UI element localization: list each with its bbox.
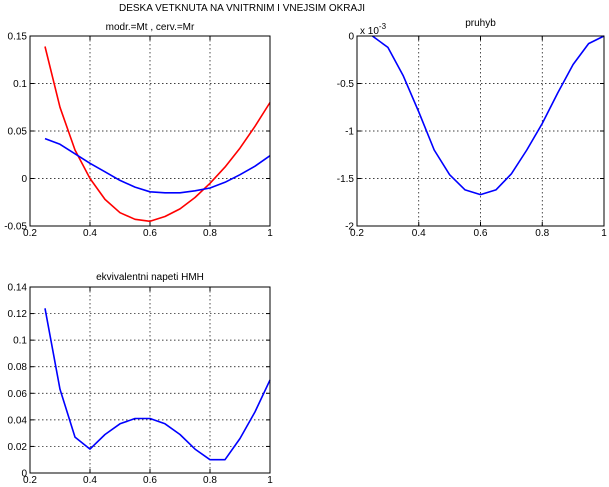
x-tick-label: 0.4 xyxy=(83,475,97,486)
y-tick-label: -1.5 xyxy=(337,174,355,185)
series-line-1 xyxy=(44,308,271,461)
y-tick-label: 0.1 xyxy=(13,79,27,90)
x-tick-label: 1 xyxy=(267,228,273,239)
x-tick-label: 0.2 xyxy=(23,228,37,239)
y-tick-label: -2 xyxy=(345,222,354,233)
x-tick-label: 0.6 xyxy=(474,228,488,239)
y-tick-label: 0 xyxy=(21,174,27,185)
x-tick-label: 1 xyxy=(601,228,607,239)
y-tick-label: 0 xyxy=(21,469,27,480)
x-tick-label: 1 xyxy=(267,475,273,486)
axes-moments: 0.2 0.4 0.6 0.8 1 -0.05 0 0.05 0.1 0.15 modr.=Mt ,… xyxy=(4,22,273,239)
axes-equivalent-stress: 0.2 0.4 0.6 0.8 1 0 0.02 0.04 0.06 0.08 0.1 0.12 0.1… xyxy=(8,272,274,486)
axes-deflection: 0.2 0.4 0.6 0.8 1 -2 -1.5 -1 -0.5 0 pruhyb x 10-3 xyxy=(337,18,607,239)
y-tick-label: 0.1 xyxy=(13,336,27,347)
x-tick-label: 0.2 xyxy=(350,228,364,239)
x-tick-label: 0.6 xyxy=(143,475,157,486)
x-tick-label: 0.8 xyxy=(535,228,549,239)
y-tick-label: -0.05 xyxy=(4,222,27,233)
x-tick-label: 0.4 xyxy=(412,228,426,239)
axes-title: ekvivalentni napeti HMH xyxy=(96,272,204,283)
y-tick-label: 0.05 xyxy=(8,127,28,138)
figure-suptitle: DESKA VETKNUTA NA VNITRNIM I VNEJSIM OKR… xyxy=(119,3,365,14)
x-tick-label: 0.6 xyxy=(143,228,157,239)
axes-title: modr.=Mt , cerv.=Mr xyxy=(106,22,195,33)
y-tick-label: 0.02 xyxy=(8,442,28,453)
y-tick-label: 0 xyxy=(348,32,354,43)
y-tick-label: -0.5 xyxy=(337,79,355,90)
axes-title: pruhyb xyxy=(465,18,496,29)
series-line-1 xyxy=(44,46,271,223)
x-tick-label: 0.8 xyxy=(203,475,217,486)
series-line-2 xyxy=(44,137,271,194)
y-exponent-power: -3 xyxy=(379,22,387,31)
y-tick-label: 0.14 xyxy=(8,283,28,294)
y-tick-label: -1 xyxy=(345,127,354,138)
series-line-1 xyxy=(371,35,605,196)
x-tick-label: 0.2 xyxy=(23,475,37,486)
x-tick-label: 0.4 xyxy=(83,228,97,239)
y-tick-label: 0.04 xyxy=(8,415,28,426)
y-tick-label: 0.06 xyxy=(8,389,28,400)
y-exponent-label: x 10-3 xyxy=(360,22,387,37)
y-tick-label: 0.12 xyxy=(8,309,28,320)
y-tick-label: 0.15 xyxy=(8,32,28,43)
y-tick-label: 0.08 xyxy=(8,362,28,373)
x-tick-label: 0.8 xyxy=(203,228,217,239)
